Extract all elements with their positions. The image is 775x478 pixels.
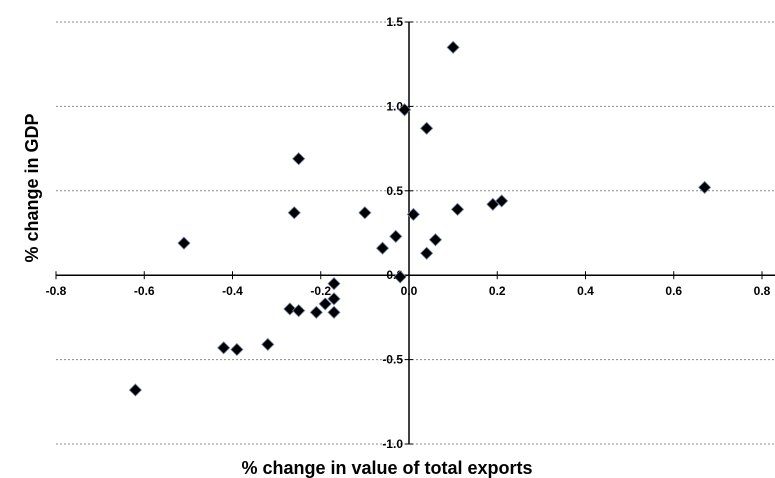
data-point-14: [375, 241, 390, 255]
axes: [56, 22, 775, 444]
x-axis-title: % change in value of total exports: [241, 458, 532, 478]
data-point-15: [420, 246, 434, 260]
x-tick-label: -0.6: [134, 284, 155, 298]
x-tick-label: -0.8: [46, 284, 67, 298]
data-point-1: [398, 103, 412, 117]
x-tick-label: 0.2: [489, 284, 506, 298]
x-tick-label: -0.2: [310, 284, 331, 298]
data-point-2: [420, 121, 434, 135]
x-tick-label: 0.6: [665, 284, 682, 298]
data-point-11: [389, 229, 403, 243]
data-point-22: [327, 305, 341, 319]
data-point-18: [327, 292, 341, 306]
data-point-0: [446, 40, 460, 54]
data-point-27: [128, 383, 142, 397]
gridlines: [56, 21, 775, 445]
data-point-3: [292, 152, 306, 166]
data-point-7: [450, 202, 465, 216]
data-point-6: [486, 197, 500, 211]
data-point-23: [318, 297, 332, 311]
x-tick-label: 0.8: [754, 284, 771, 298]
tick-marks: -0.8 -0.6 -0.4 -0.2 0.0 0.2 0.4 0.6 0.81.51.00.5…: [46, 15, 771, 451]
data-point-10: [406, 207, 420, 221]
data-point-26: [230, 342, 244, 357]
data-point-24: [261, 337, 275, 351]
data-point-20: [292, 304, 306, 318]
x-tick-label: 0.4: [577, 284, 594, 298]
y-tick-label: 1.5: [386, 15, 403, 29]
data-point-13: [177, 236, 191, 250]
y-axis-title: % change in GDP: [22, 113, 42, 262]
data-point-21: [309, 305, 323, 319]
data-point-19: [283, 302, 297, 316]
data-point-9: [358, 206, 372, 220]
x-tick-label: -0.4: [222, 284, 243, 298]
data-point-17: [327, 277, 341, 291]
data-points: [128, 40, 712, 397]
y-tick-label: -0.5: [382, 353, 403, 367]
data-point-8: [287, 206, 301, 220]
y-tick-label: 0.5: [386, 184, 403, 198]
data-point-12: [428, 233, 443, 247]
data-point-4: [698, 180, 712, 194]
x-tick-label: 0.0: [401, 284, 418, 298]
data-point-25: [217, 341, 231, 355]
y-tick-label: -1.0: [382, 437, 403, 451]
data-point-16: [393, 270, 407, 284]
